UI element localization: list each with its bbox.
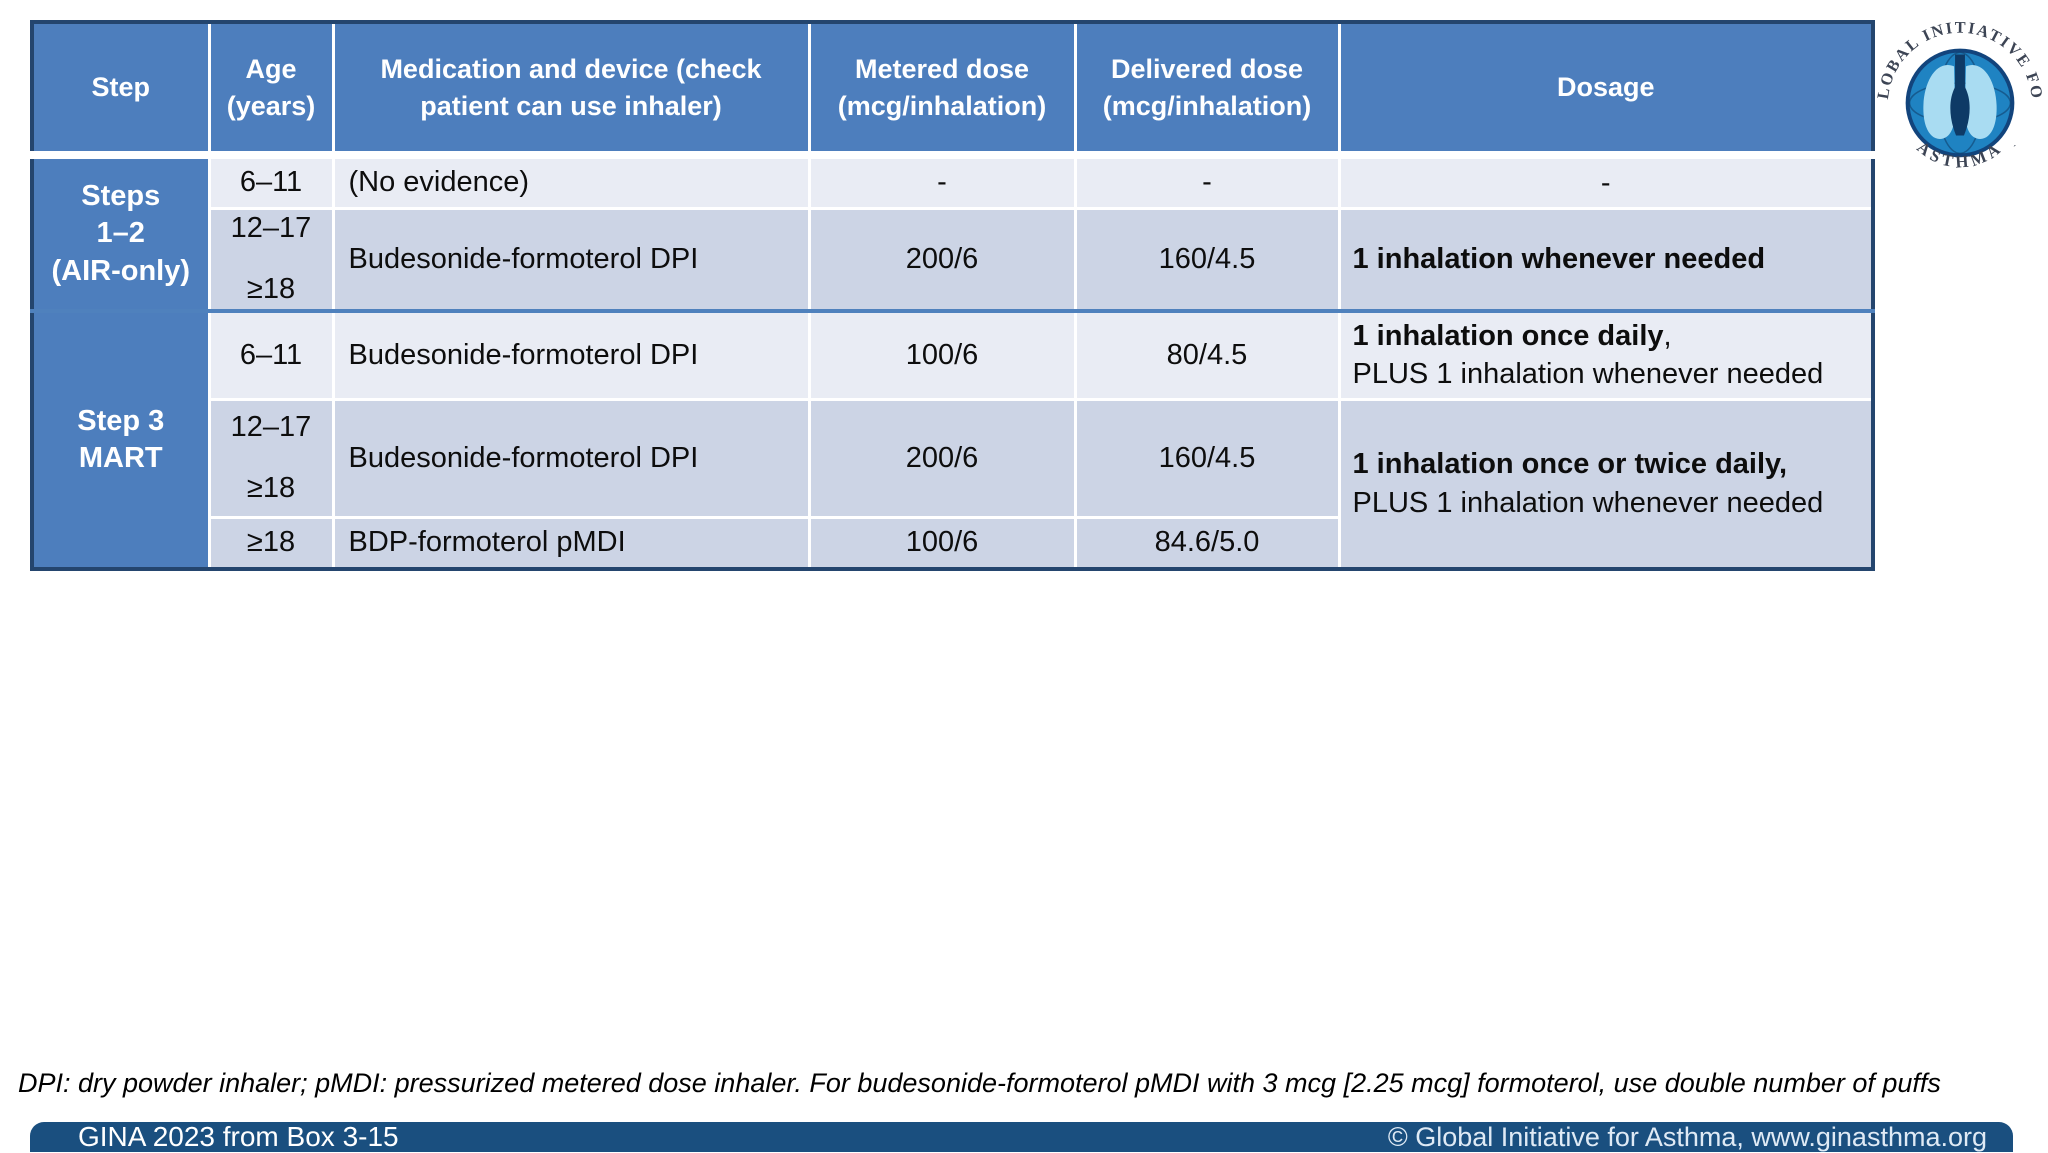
step-label-line: 1–2: [96, 217, 145, 250]
dosage-cell: 1 inhalation once or twice daily, PLUS 1…: [1337, 397, 1875, 571]
dosage-cell: 1 inhalation whenever needed: [1337, 206, 1875, 313]
col-header-delivered-dose: Delivered dose (mcg/inhalation): [1073, 22, 1341, 159]
col-header-metered-dose: Metered dose (mcg/inhalation): [807, 22, 1077, 159]
step-label-line: Steps: [81, 180, 161, 213]
delivered-dose-cell: 84.6/5.0: [1073, 515, 1341, 571]
delivered-dose-cell: 80/4.5: [1073, 309, 1341, 401]
col-header-step: Step: [30, 22, 211, 159]
dosage-bold-text: 1 inhalation whenever needed: [1352, 243, 1766, 276]
medication-cell: BDP-formoterol pMDI: [331, 515, 811, 571]
dosage-bold-text: 1 inhalation once or twice daily,: [1352, 448, 1788, 481]
metered-dose-cell: 100/6: [807, 515, 1077, 571]
col-header-medication: Medication and device (check patient can…: [331, 22, 811, 159]
footer-source: GINA 2023 from Box 3-15: [78, 1121, 399, 1152]
age-cell: 12–17 ≥18: [207, 206, 335, 313]
metered-dose-cell: 200/6: [807, 397, 1077, 519]
delivered-dose-cell: -: [1073, 153, 1341, 210]
age-line: ≥18: [246, 472, 296, 504]
age-cell: ≥18: [207, 515, 335, 571]
dosage-cell: 1 inhalation once daily, PLUS 1 inhalati…: [1337, 309, 1875, 401]
age-line: 12–17: [230, 411, 312, 443]
col-header-dosage: Dosage: [1337, 22, 1875, 159]
table-row: ≥18 BDP-formoterol pMDI 100/6 84.6/5.0: [32, 515, 1873, 571]
dosage-cell: -: [1337, 153, 1875, 210]
dosage-table: Step Age (years) Medication and device (…: [30, 20, 1875, 571]
age-line: 12–17: [230, 212, 312, 245]
header-row: Step Age (years) Medication and device (…: [30, 22, 1875, 159]
step-label-line: (AIR-only): [51, 254, 191, 287]
footnote: DPI: dry powder inhaler; pMDI: pressuriz…: [18, 1068, 1941, 1098]
step-group-cell-steps-1-2: Steps 1–2 (AIR-only): [30, 153, 211, 313]
dosage-line: 1 inhalation once daily,: [1353, 317, 1872, 355]
metered-dose-cell: 200/6: [807, 206, 1077, 313]
dosage-bold-text: 1 inhalation once daily: [1352, 319, 1664, 352]
step-group-label: Steps 1–2 (AIR-only): [34, 178, 208, 289]
footer-bar: GINA 2023 from Box 3-15 © Global Initiat…: [30, 1121, 2013, 1152]
table-row: Steps 1–2 (AIR-only) 6–11 (No evidence) …: [30, 153, 1875, 313]
step-group-cell-step-3-mart: Step 3 MART: [30, 309, 211, 571]
age-line: ≥18: [246, 273, 296, 306]
delivered-dose-cell: 160/4.5: [1073, 206, 1341, 313]
medication-cell: (No evidence): [331, 153, 811, 210]
dosage-plain-text: ,: [1663, 319, 1672, 352]
age-cell: 6–11: [207, 309, 335, 401]
dosage-line: PLUS 1 inhalation whenever needed: [1352, 358, 1824, 391]
col-header-age: Age (years): [207, 22, 335, 159]
medication-cell: Budesonide-formoterol DPI: [331, 309, 811, 401]
metered-dose-cell: -: [807, 153, 1077, 210]
medication-cell: Budesonide-formoterol DPI: [331, 206, 811, 313]
age-stack: 12–17 ≥18: [211, 212, 332, 306]
step-label-line: Step 3: [77, 404, 165, 437]
logo-trademark: ´: [2013, 144, 2016, 155]
table-row: 12–17 ≥18 Budesonide-formoterol DPI 200/…: [32, 397, 1875, 571]
age-cell: 6–11: [207, 153, 335, 210]
dosage-line: PLUS 1 inhalation whenever needed: [1352, 486, 1824, 519]
footer-copyright: © Global Initiative for Asthma, www.gina…: [1387, 1121, 1987, 1152]
globe-lungs-icon: [1905, 48, 2015, 158]
gina-logo: GLOBAL INITIATIVE FOR ASTHMA ´: [1876, 8, 2044, 172]
delivered-dose-cell: 160/4.5: [1073, 397, 1341, 519]
metered-dose-cell: 100/6: [807, 309, 1077, 401]
age-cell: 12–17 ≥18: [207, 397, 335, 519]
age-stack: 12–17 ≥18: [211, 411, 332, 505]
step-group-label: Step 3 MART: [34, 403, 208, 477]
table-row: 12–17 ≥18 Budesonide-formoterol DPI 200/…: [32, 206, 1875, 313]
dosage-line: 1 inhalation once or twice daily,: [1353, 445, 1872, 483]
table-row: Step 3 MART 6–11 Budesonide-formoterol D…: [30, 309, 1875, 571]
step-label-line: MART: [78, 442, 163, 474]
medication-cell: Budesonide-formoterol DPI: [331, 397, 811, 519]
